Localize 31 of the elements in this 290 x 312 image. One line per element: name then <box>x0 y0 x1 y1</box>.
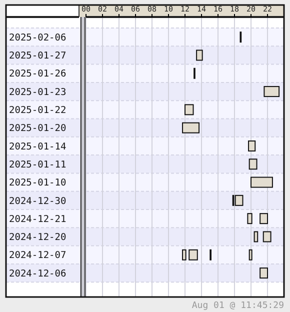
y-tick-label: 2025-01-22 <box>9 105 66 116</box>
y-tick-label: 2025-01-27 <box>9 50 66 62</box>
y-tick-label: 2025-01-26 <box>9 68 66 80</box>
text: Aug 01 @ 11:45:29 <box>192 301 284 311</box>
y-tick-label: 2025-02-06 <box>9 32 66 44</box>
bar <box>254 231 258 242</box>
bar <box>264 86 280 98</box>
bar <box>248 158 258 170</box>
y-tick-label: 2024-12-07 <box>9 250 66 262</box>
bar <box>248 140 256 152</box>
y-tick-label: 2024-12-21 <box>9 214 66 225</box>
bar <box>250 176 273 188</box>
y-tick-label: 2025-01-20 <box>9 123 66 134</box>
y-tick-label: 2024-12-30 <box>9 196 66 207</box>
bar <box>247 213 252 224</box>
bar <box>182 122 200 134</box>
bar <box>248 249 252 260</box>
bar <box>184 104 194 116</box>
y-tick-label: 2024-12-20 <box>9 232 66 244</box>
y-tick-label: 2025-01-23 <box>9 86 66 98</box>
bar <box>234 194 244 206</box>
bar <box>182 249 186 260</box>
bar <box>260 268 268 279</box>
y-tick-label: 2025-01-11 <box>9 159 66 170</box>
y-tick-label: 2024-12-06 <box>9 268 66 280</box>
bar <box>196 50 203 61</box>
bar <box>260 213 268 224</box>
bar <box>188 249 198 260</box>
y-tick-label: 2025-01-14 <box>9 141 66 152</box>
bar <box>262 231 272 242</box>
y-tick-label: 2025-01-10 <box>9 178 66 189</box>
